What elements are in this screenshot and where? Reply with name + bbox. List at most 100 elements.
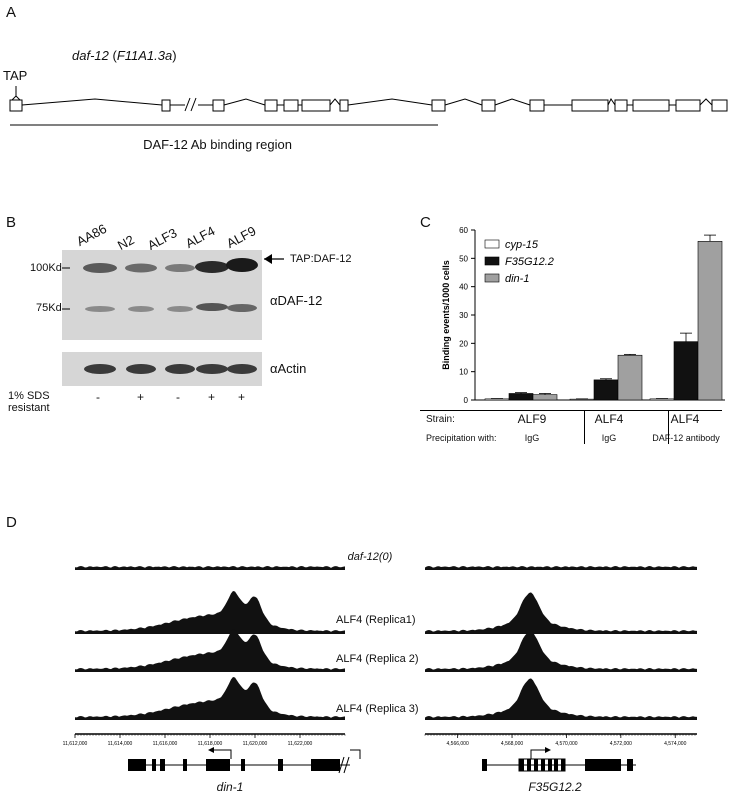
- coordinate-tick-label: 11,622,000: [288, 741, 313, 747]
- intron: [444, 98, 483, 106]
- din1-exon: [160, 759, 165, 771]
- gene-isoform: F11A1.3a: [116, 48, 173, 63]
- tss-arrow-icon: [530, 749, 545, 759]
- group-precipitation: DAF-12 antibody: [652, 433, 720, 443]
- group-divider: [584, 410, 585, 444]
- precipitation-row-label: Precipitation with:: [426, 433, 497, 443]
- intron: [21, 98, 163, 106]
- sds-value: -: [176, 390, 180, 404]
- mw-marker-100: 100Kd: [30, 262, 62, 274]
- signal-track-right: [425, 592, 697, 634]
- legend-label: cyp-15: [505, 239, 539, 251]
- y-axis-label: Binding events/1000 cells: [441, 260, 451, 370]
- group-precipitation: IgG: [524, 433, 540, 443]
- band-arrow-icon: [264, 254, 284, 264]
- track-label-replica2: ALF4 (Replica 2): [336, 653, 419, 665]
- panel-a-letter: A: [6, 4, 17, 21]
- break-mark: [190, 97, 197, 112]
- sds-value: +: [137, 390, 145, 404]
- gene-label-din1: din-1: [216, 780, 244, 794]
- bar: [673, 341, 699, 401]
- bar: [484, 398, 510, 401]
- bar: [569, 398, 595, 401]
- western-blot-daf12: [62, 250, 262, 340]
- f35g12-exon: [534, 759, 538, 771]
- intron: [223, 98, 266, 106]
- lane-label-alf9: ALF9: [223, 223, 259, 251]
- exon: [711, 99, 728, 112]
- group-strain: ALF4: [594, 412, 624, 426]
- intron: [329, 98, 341, 106]
- bar: [649, 398, 675, 401]
- signal-track-right: [425, 678, 697, 720]
- break-mark: [184, 97, 191, 112]
- gene-label-f35g12: F35G12.2: [528, 780, 582, 794]
- gene-structure-diagram: [9, 86, 728, 126]
- din1-exon: [152, 759, 156, 771]
- western-blot-actin: [62, 352, 262, 386]
- track-label-daf12-0: daf-12(0): [347, 551, 393, 563]
- signal-track-left: [75, 677, 345, 720]
- din1-exon: [311, 759, 335, 771]
- f35g12-exon: [548, 759, 552, 771]
- exon: [614, 99, 628, 112]
- din1-exon: [241, 759, 245, 771]
- y-tick-label: 10: [459, 368, 468, 377]
- strain-row-label: Strain:: [426, 414, 455, 425]
- lane-label-aa86: AA86: [73, 220, 110, 249]
- din1-exon: [206, 759, 230, 771]
- din1-exon: [183, 759, 187, 771]
- bar: [593, 379, 619, 401]
- signal-track-left: [75, 629, 345, 672]
- tss-arrow-icon: [214, 749, 232, 759]
- loading-control-label: αActin: [270, 361, 307, 376]
- coordinate-tick-label: 11,614,000: [108, 741, 133, 747]
- coordinate-tick-label: 11,616,000: [153, 741, 178, 747]
- sds-value: +: [238, 390, 246, 404]
- exon: [529, 99, 545, 112]
- f35g12-exon: [561, 759, 565, 771]
- sds-label-line2: resistant: [8, 402, 50, 414]
- legend-swatch: [484, 256, 500, 266]
- bar: [617, 354, 643, 401]
- signal-track-left: [75, 591, 345, 634]
- coordinate-tick-label: 11,618,000: [198, 741, 223, 747]
- binding-region-label: DAF-12 Ab binding region: [143, 137, 292, 152]
- chip-tracks: 11,612,000 11,614,000 11,616,000 11,618,000…: [63, 566, 697, 774]
- tss-arrow-icon: [350, 749, 361, 759]
- break-mark: [338, 756, 345, 774]
- f35g12-exon: [627, 759, 633, 771]
- group-divider: [668, 410, 669, 444]
- tss-arrowhead-icon: [545, 747, 551, 753]
- gene-title: daf-12 (F11A1.3a): [72, 48, 177, 63]
- legend-swatch: [484, 239, 500, 249]
- intron: [347, 98, 433, 106]
- sds-value: +: [208, 390, 216, 404]
- exon: [301, 99, 331, 112]
- sds-value: -: [96, 390, 100, 404]
- y-tick-label: 20: [459, 339, 468, 348]
- intron: [494, 98, 531, 106]
- exon: [264, 99, 278, 112]
- intron: [699, 98, 713, 106]
- tap-tag-label: TAP: [3, 68, 28, 83]
- signal-track-right: [425, 566, 697, 570]
- exon: [283, 99, 299, 112]
- coordinate-tick-label: 4,574,000: [664, 741, 686, 747]
- exon: [571, 99, 609, 112]
- din1-exon: [335, 759, 340, 771]
- mw-marker-75: 75Kd: [36, 302, 62, 314]
- f35g12-exon-outline: [518, 758, 566, 772]
- track-label-replica3: ALF4 (Replica 3): [336, 703, 419, 715]
- coordinate-tick-label: 4,570,000: [555, 741, 577, 747]
- coordinate-tick-label: 11,620,000: [243, 741, 268, 747]
- bar: [697, 241, 723, 401]
- binding-chart: 0 10 20 30 40 50 60 Binding events/1000 cells cy…: [441, 226, 725, 405]
- y-tick-label: 50: [459, 254, 468, 263]
- tss-arrowhead-icon: [208, 747, 214, 753]
- group-strain: ALF4: [670, 412, 700, 426]
- antibody-label: αDAF-12: [270, 293, 323, 308]
- coordinate-tick-label: 4,568,000: [501, 741, 523, 747]
- exon: [481, 99, 496, 112]
- legend-label: din-1: [505, 273, 529, 285]
